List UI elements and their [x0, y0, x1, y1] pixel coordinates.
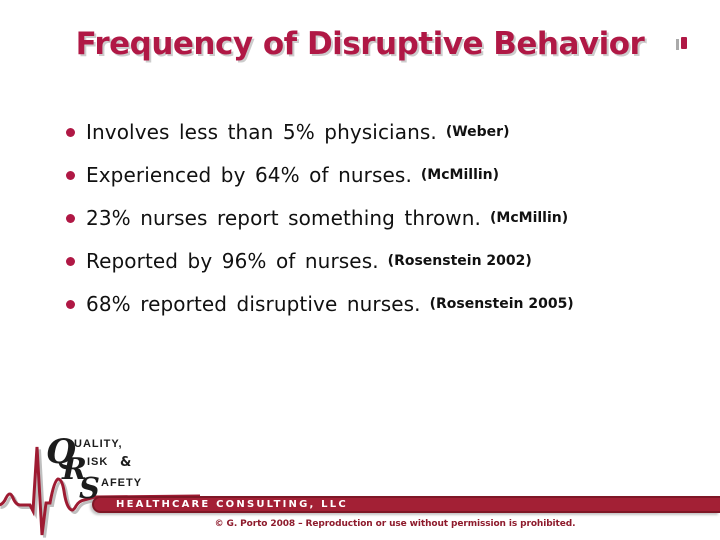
title-end-mark-icon [676, 37, 688, 50]
bullet-list: Involves less than 5% physicians. (Weber… [66, 120, 700, 335]
list-item: 23% nurses report something thrown. (McM… [66, 206, 700, 231]
bullet-citation: (McMillin) [420, 167, 500, 183]
copyright-line: © G. Porto 2008 – Reproduction or use wi… [214, 519, 576, 529]
bullet-text: Experienced by 64% of nurses. [86, 163, 412, 187]
bullet-text: Reported by 96% of nurses. [86, 249, 379, 273]
bullet-citation: (McMillin) [490, 210, 569, 226]
bullet-text: Involves less than 5% physicians. [86, 120, 437, 144]
list-item: 68% reported disruptive nurses. (Rosenst… [66, 292, 700, 317]
list-item: Involves less than 5% physicians. (Weber… [66, 120, 700, 145]
bullet-citation: (Weber) [445, 124, 510, 140]
bullet-dot-icon [66, 300, 75, 309]
title-wrap: Frequency of Disruptive Behavior [0, 26, 720, 62]
title-end-mark-red-bar [681, 37, 687, 49]
logo-risk-text: ISK [87, 456, 109, 468]
banner-text: HEALTHCARE CONSULTING, LLC [116, 499, 348, 510]
logo-r-letter: R [62, 452, 87, 487]
bullet-dot-icon [66, 128, 75, 137]
bullet-dot-icon [66, 214, 75, 223]
logo-safety-text: AFETY [101, 477, 143, 489]
healthcare-consulting-banner: HEALTHCARE CONSULTING, LLC [92, 496, 720, 513]
list-item: Experienced by 64% of nurses. (McMillin) [66, 163, 700, 188]
ekg-heartbeat-icon [0, 446, 200, 538]
bullet-citation: (Rosenstein 2005) [429, 296, 574, 312]
bullet-dot-icon [66, 171, 75, 180]
bullet-text: 68% reported disruptive nurses. [86, 292, 421, 316]
bullet-citation: (Rosenstein 2002) [387, 253, 532, 269]
logo-ampersand: & [120, 455, 132, 470]
list-item: Reported by 96% of nurses. (Rosenstein 2… [66, 249, 700, 274]
logo-q-letter: Q [46, 432, 76, 472]
bullet-text: 23% nurses report something thrown. [86, 206, 482, 230]
page-title: Frequency of Disruptive Behavior [75, 26, 645, 62]
bullet-dot-icon [66, 257, 75, 266]
title-end-mark-gray-bar [676, 39, 679, 50]
logo-quality-text: UALITY, [74, 438, 123, 450]
